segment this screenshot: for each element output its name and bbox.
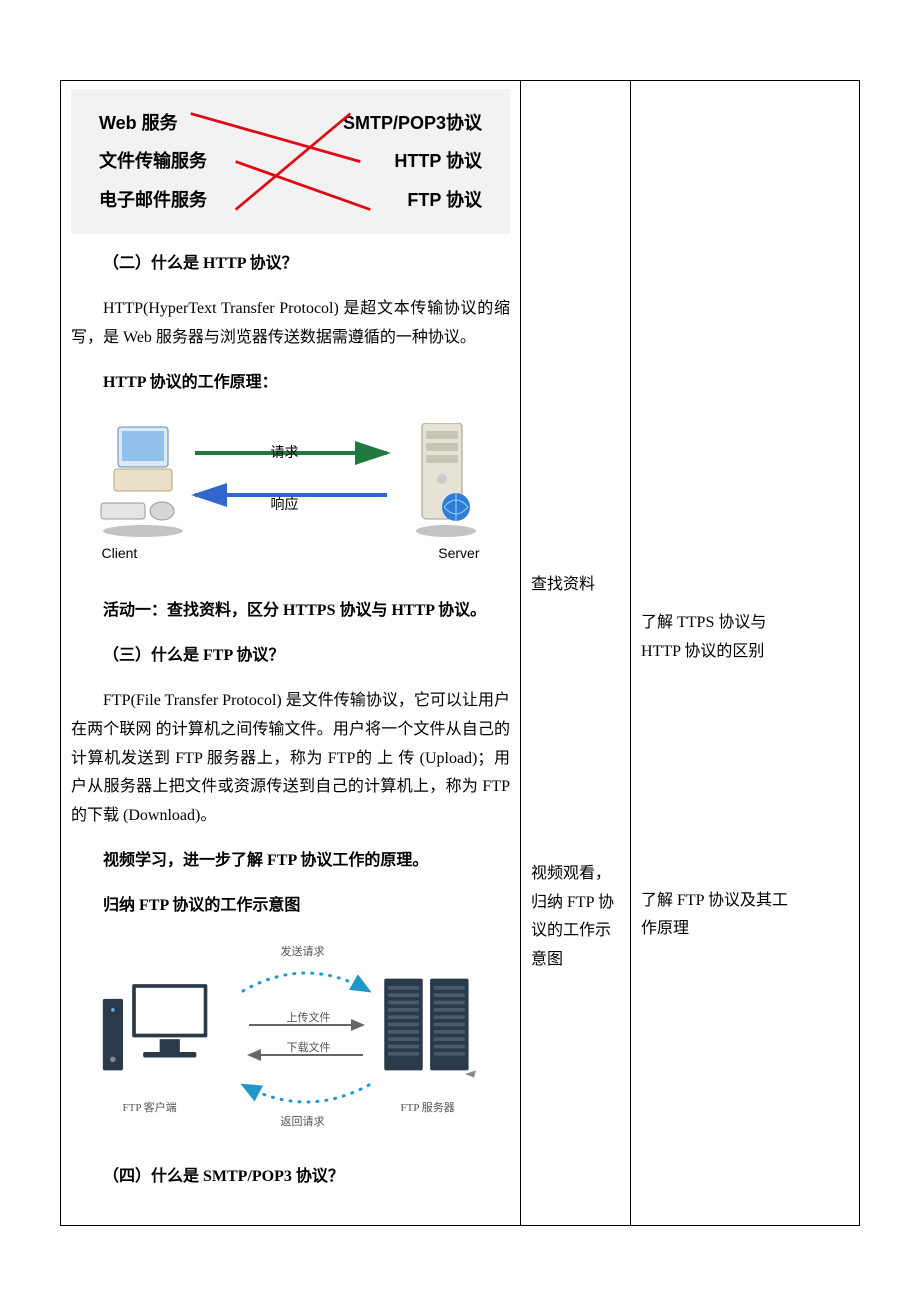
ftp-upload-label: 上传文件 (287, 1009, 331, 1029)
ftp-workflow-diagram: 发送请求 上传文件 下载文件 返回请求 FTP 客户端 FTP 服务器 (81, 937, 501, 1147)
section-4-title: （四）什么是 SMTP/POP3 协议？ (71, 1163, 510, 1192)
server-icon (406, 423, 486, 543)
section-2-para: HTTP(HyperText Transfer Protocol) 是超文本传输… (71, 295, 510, 353)
match-left-1: 文件传输服务 (99, 145, 207, 177)
ftp-server-icon (376, 975, 486, 1085)
service-protocol-match-diagram: Web 服务 SMTP/POP3协议 文件传输服务 HTTP 协议 电子邮件服务… (71, 89, 510, 234)
activity-1: 活动一：查找资料，区分 HTTPS 协议与 HTTP 协议。 (71, 597, 510, 626)
match-left-0: Web 服务 (99, 107, 178, 139)
ftp-client-icon (96, 975, 216, 1085)
section-3-summarize-line: 归纳 FTP 协议的工作示意图 (71, 892, 510, 921)
ftp-bottom-label: 返回请求 (281, 1113, 325, 1133)
activity-item-1: 查找资料 (531, 571, 620, 600)
section-2-title: （二）什么是 HTTP 协议？ (71, 250, 510, 279)
ftp-client-label: FTP 客户端 (123, 1099, 177, 1119)
match-right-1: HTTP 协议 (394, 145, 482, 177)
match-left-2: 电子邮件服务 (99, 184, 207, 216)
ftp-download-label: 下载文件 (287, 1039, 331, 1059)
activity-item-2: 视频观看，归纳 FTP 协议的工作示意图 (531, 860, 620, 975)
http-workflow-diagram: 请求 响应 Client Server (96, 413, 486, 573)
objective-item-2: 了解 FTP 协议及其工作原理 (641, 887, 801, 945)
ftp-arrows (231, 961, 381, 1111)
student-activity-cell: 查找资料 视频观看，归纳 FTP 协议的工作示意图 (521, 81, 631, 1225)
match-right-2: FTP 协议 (407, 184, 482, 216)
ftp-server-label: FTP 服务器 (401, 1099, 455, 1119)
section-2-subtitle: HTTP 协议的工作原理： (71, 369, 510, 398)
ftp-top-label: 发送请求 (281, 943, 325, 963)
main-content-cell: Web 服务 SMTP/POP3协议 文件传输服务 HTTP 协议 电子邮件服务… (61, 81, 521, 1225)
section-3-para: FTP(File Transfer Protocol) 是文件传输协议，它可以让… (71, 687, 510, 831)
client-computer-icon (96, 423, 186, 543)
match-right-0: SMTP/POP3协议 (343, 107, 482, 139)
http-client-label: Client (102, 541, 138, 566)
objective-item-1: 了解 TTPS 协议与HTTP 协议的区别 (641, 609, 801, 667)
section-3-title: （三）什么是 FTP 协议？ (71, 642, 510, 671)
http-request-label: 请求 (271, 441, 299, 466)
objective-cell: 了解 TTPS 协议与HTTP 协议的区别 了解 FTP 协议及其工作原理 (631, 81, 811, 1225)
http-server-label: Server (438, 541, 479, 566)
http-response-label: 响应 (271, 493, 299, 518)
section-3-video-line: 视频学习，进一步了解 FTP 协议工作的原理。 (71, 847, 510, 876)
